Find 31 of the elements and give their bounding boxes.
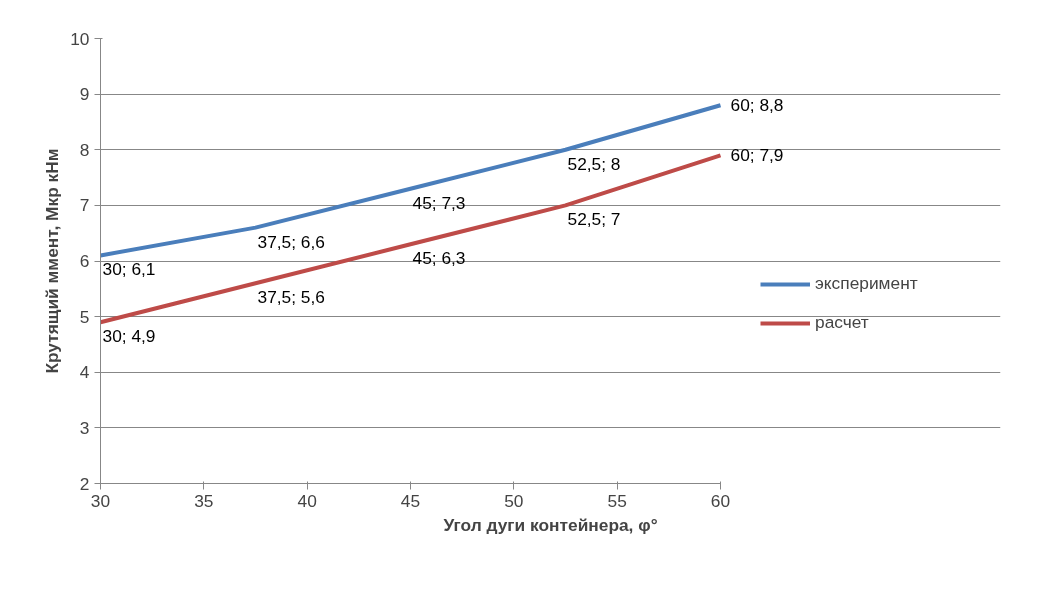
y-tick-label: 2 bbox=[79, 473, 90, 494]
y-tick-label: 8 bbox=[79, 139, 90, 160]
y-tick-label: 9 bbox=[79, 84, 90, 105]
x-tick-label: 35 bbox=[194, 490, 214, 511]
line-series bbox=[100, 153, 723, 325]
y-tick-label: 5 bbox=[79, 306, 90, 327]
x-tick-label: 55 bbox=[607, 490, 627, 511]
y-tick-label: 6 bbox=[79, 251, 90, 271]
data-label: 60; 8,8 bbox=[730, 95, 784, 116]
y-axis-title: Крутящий ммент, Мкр кНм bbox=[42, 148, 63, 374]
data-label: 45; 6,3 bbox=[412, 248, 466, 269]
data-label: 37,5; 6,6 bbox=[257, 231, 325, 252]
legend-label: эксперимент bbox=[815, 273, 918, 294]
y-tick-label: 10 bbox=[70, 28, 90, 49]
data-label: 30; 4,9 bbox=[102, 326, 156, 347]
data-label: 30; 6,1 bbox=[102, 259, 156, 280]
x-axis-title: Угол дуги контейнера, φ° bbox=[443, 514, 658, 535]
y-tick-label: 7 bbox=[79, 195, 90, 216]
data-label: 37,5; 5,6 bbox=[257, 287, 325, 308]
data-label: 45; 7,3 bbox=[412, 192, 466, 213]
legend-label: расчет bbox=[815, 312, 869, 333]
x-tick-label: 45 bbox=[400, 490, 421, 511]
x-tick-label: 50 bbox=[504, 490, 524, 511]
data-label: 60; 7,9 bbox=[730, 145, 784, 166]
x-tick-label: 40 bbox=[297, 490, 317, 511]
data-label: 52,5; 7 bbox=[567, 209, 621, 230]
y-tick-label: 4 bbox=[79, 362, 90, 383]
y-tick-label: 3 bbox=[79, 417, 90, 438]
x-tick-label: 30 bbox=[90, 490, 111, 511]
data-label: 52,5; 8 bbox=[567, 153, 621, 174]
x-tick-label: 60 bbox=[710, 490, 731, 511]
